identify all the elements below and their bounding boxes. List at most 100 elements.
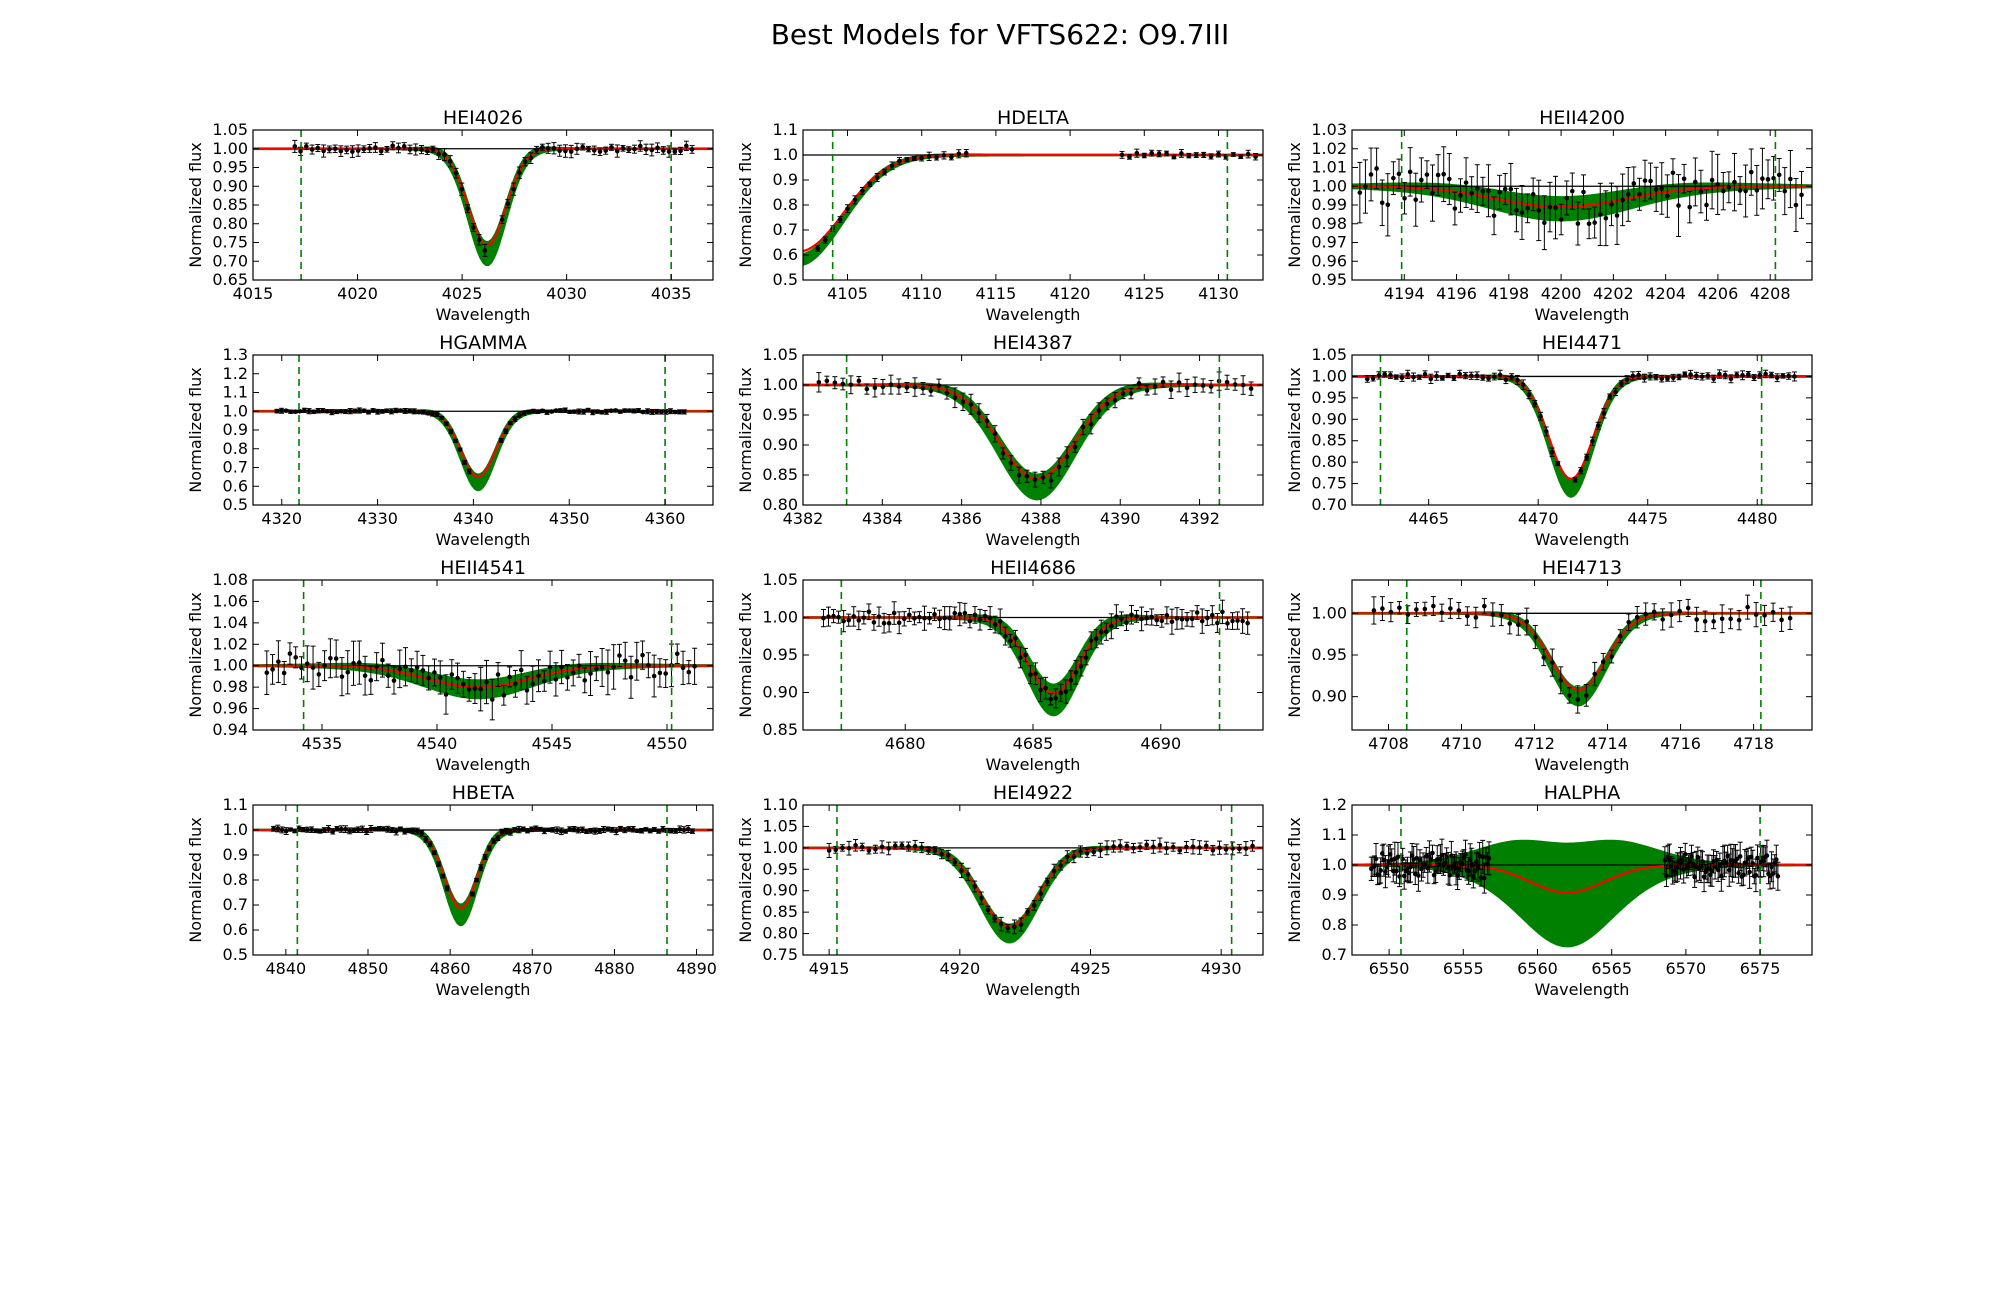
data-point <box>572 409 577 414</box>
data-point <box>1473 615 1479 620</box>
y-axis-label: Normalized flux <box>186 367 205 493</box>
best-fit-line <box>1352 375 1812 481</box>
data-point <box>453 438 458 444</box>
data-point <box>264 670 270 676</box>
data-point <box>661 148 666 153</box>
data-point <box>1558 678 1564 683</box>
model-band <box>1352 182 1812 222</box>
x-tick-label: 4196 <box>1436 284 1477 303</box>
data-point <box>304 661 310 667</box>
data-point <box>302 408 307 413</box>
data-points <box>1364 369 1797 483</box>
data-point <box>588 828 594 834</box>
data-point <box>614 148 620 154</box>
data-point <box>1194 610 1200 615</box>
data-point <box>1514 207 1519 213</box>
data-point <box>434 411 440 417</box>
data-point <box>1509 374 1514 380</box>
data-point <box>313 828 319 834</box>
data-point <box>410 828 416 834</box>
data-point <box>590 409 596 415</box>
data-point <box>1078 664 1084 669</box>
data-point <box>304 144 309 149</box>
data-point <box>1793 202 1799 208</box>
data-point <box>352 408 358 414</box>
data-point <box>1071 854 1077 860</box>
data-point <box>1048 696 1054 702</box>
data-point <box>491 838 496 844</box>
data-point <box>941 153 947 158</box>
data-point <box>684 143 689 149</box>
y-tick-label: 0.95 <box>212 158 248 177</box>
data-point <box>1124 620 1129 626</box>
data-point <box>334 409 339 414</box>
x-tick-label: 6575 <box>1740 959 1781 978</box>
data-point <box>1754 188 1760 193</box>
data-point <box>864 386 870 392</box>
data-points <box>1368 838 1781 894</box>
data-point <box>1407 169 1413 175</box>
x-tick-label: 4925 <box>1070 959 1111 978</box>
data-point <box>357 408 362 413</box>
data-point <box>1609 202 1614 207</box>
y-tick-label: 0.6 <box>773 245 798 264</box>
data-point <box>385 826 391 832</box>
data-point <box>373 145 378 150</box>
data-point <box>351 827 357 833</box>
data-point <box>1114 614 1119 619</box>
data-point <box>1040 475 1046 480</box>
x-tick-label: 4690 <box>1140 734 1181 753</box>
data-point <box>1416 374 1422 380</box>
data-point <box>1682 371 1688 377</box>
best-fit-line <box>1352 612 1812 692</box>
data-point <box>1447 176 1452 182</box>
data-point <box>833 847 839 853</box>
data-point <box>562 407 568 413</box>
data-point <box>972 884 977 889</box>
x-tick-label: 4130 <box>1198 284 1239 303</box>
data-point <box>1002 633 1008 639</box>
data-point <box>605 670 611 675</box>
data-point <box>685 826 691 832</box>
y-tick-label: 0.90 <box>1311 409 1347 428</box>
data-point <box>565 675 570 680</box>
data-point <box>1388 372 1393 378</box>
data-point <box>663 409 669 415</box>
data-point <box>1238 154 1244 159</box>
data-point <box>299 665 304 671</box>
data-point <box>478 865 484 871</box>
data-point <box>317 828 323 834</box>
data-point <box>553 677 559 682</box>
data-point <box>888 382 894 387</box>
data-point <box>1043 685 1048 691</box>
y-tick-label: 0.95 <box>1311 645 1347 664</box>
data-point <box>1253 154 1258 160</box>
x-tick-label: 4115 <box>976 284 1017 303</box>
data-point <box>279 408 284 414</box>
data-point <box>472 686 478 691</box>
data-point <box>1503 377 1509 383</box>
data-point <box>1405 372 1411 377</box>
subplot-title: HALPHA <box>1544 782 1621 804</box>
data-point <box>1578 468 1584 474</box>
data-point <box>416 409 422 415</box>
data-point <box>627 408 632 413</box>
x-tick-label: 4535 <box>302 734 343 753</box>
data-point <box>407 408 412 414</box>
data-point <box>1482 875 1487 881</box>
data-point <box>1080 424 1086 430</box>
data-point <box>1038 687 1043 693</box>
data-point <box>298 149 303 154</box>
data-point <box>1078 849 1083 854</box>
data-point <box>1719 616 1725 622</box>
data-point <box>826 614 831 619</box>
data-point <box>1391 175 1396 181</box>
data-point <box>1705 373 1711 379</box>
data-point <box>837 217 843 222</box>
data-point <box>891 610 897 616</box>
data-point <box>1179 616 1185 622</box>
data-point <box>860 188 865 194</box>
subplot-hdelta: 4105 4110 4115 4120 4125 4130 0.5 0.6 0.7 0.8 0.9 1… <box>736 107 1264 324</box>
data-point <box>419 147 424 152</box>
